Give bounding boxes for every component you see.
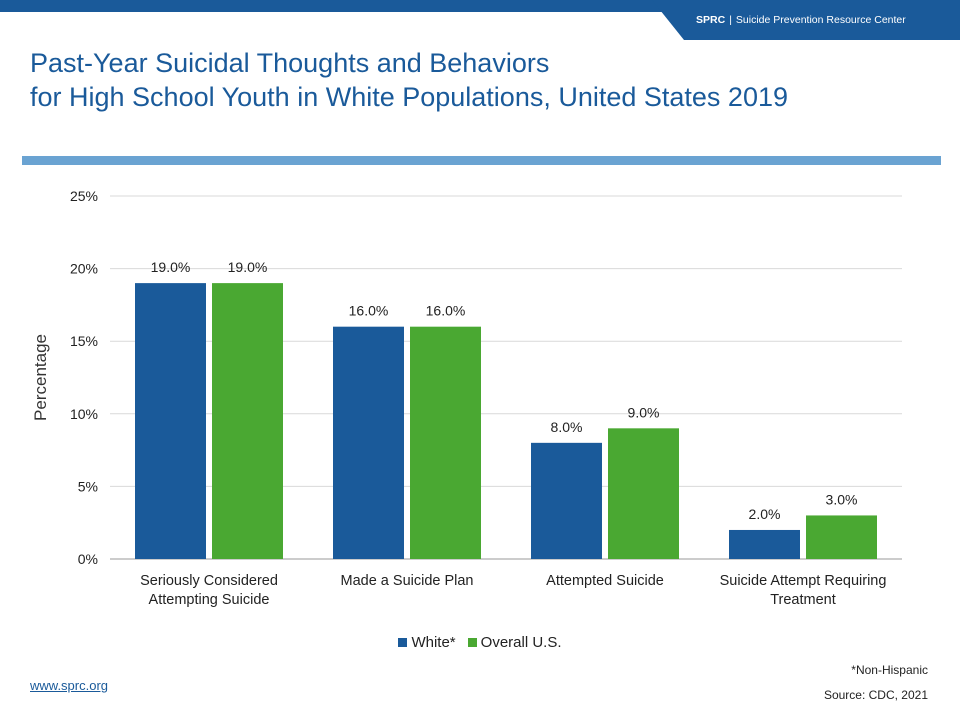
chart-legend: White* Overall U.S.	[0, 634, 960, 651]
y-tick-label: 15%	[70, 333, 98, 349]
header-text: SPRC | Suicide Prevention Resource Center	[652, 14, 960, 26]
header-org-name: Suicide Prevention Resource Center	[735, 14, 906, 26]
bar	[135, 283, 206, 559]
bar	[212, 283, 283, 559]
header-brand: SPRC	[696, 14, 726, 26]
header-tab: SPRC | Suicide Prevention Resource Center	[652, 0, 960, 40]
y-tick-label: 5%	[78, 478, 98, 494]
data-label: 19.0%	[151, 259, 191, 275]
x-tick-label: Treatment	[770, 592, 836, 608]
y-tick-label: 25%	[70, 188, 98, 204]
x-tick-label: Seriously Considered	[140, 573, 278, 589]
title-line-1: Past-Year Suicidal Thoughts and Behavior…	[30, 48, 550, 78]
legend-label: White*	[411, 634, 456, 651]
bar	[410, 326, 481, 559]
legend-item: Overall U.S.	[467, 634, 562, 651]
y-axis-label: Percentage	[31, 334, 50, 421]
bar	[333, 326, 404, 559]
bar-chart: 0% 5% 10% 15% 20% 25% Percentage 19.0% 19.0% Seri…	[31, 188, 902, 608]
x-tick-label: Suicide Attempt Requiring	[720, 573, 887, 589]
footnote: *Non-Hispanic	[851, 663, 928, 677]
title-line-2: for High School Youth in White Populatio…	[30, 82, 788, 112]
data-label: 16.0%	[426, 303, 466, 319]
page-title: Past-Year Suicidal Thoughts and Behavior…	[30, 46, 788, 114]
source-note: Source: CDC, 2021	[823, 688, 928, 702]
website-link[interactable]: www.sprc.org	[30, 678, 109, 693]
y-tick-label: 20%	[70, 261, 98, 277]
data-label: 19.0%	[228, 259, 268, 275]
bar	[531, 442, 602, 559]
data-label: 2.0%	[749, 506, 781, 522]
x-tick-label: Attempted Suicide	[546, 573, 664, 589]
data-label: 8.0%	[551, 419, 583, 435]
x-tick-label: Made a Suicide Plan	[341, 573, 474, 589]
bar	[806, 515, 877, 559]
header-separator: |	[729, 14, 732, 26]
data-label: 9.0%	[628, 404, 660, 420]
data-label: 16.0%	[349, 303, 389, 319]
bar	[729, 529, 800, 559]
data-label: 3.0%	[826, 491, 858, 507]
y-tick-label: 10%	[70, 406, 98, 422]
y-tick-label: 0%	[78, 551, 98, 567]
bar	[608, 428, 679, 559]
legend-swatch	[398, 638, 408, 647]
x-tick-label: Attempting Suicide	[149, 592, 270, 608]
legend-label: Overall U.S.	[480, 634, 562, 651]
legend-swatch	[467, 638, 477, 647]
legend-item: White*	[398, 634, 456, 651]
title-divider	[22, 156, 941, 165]
